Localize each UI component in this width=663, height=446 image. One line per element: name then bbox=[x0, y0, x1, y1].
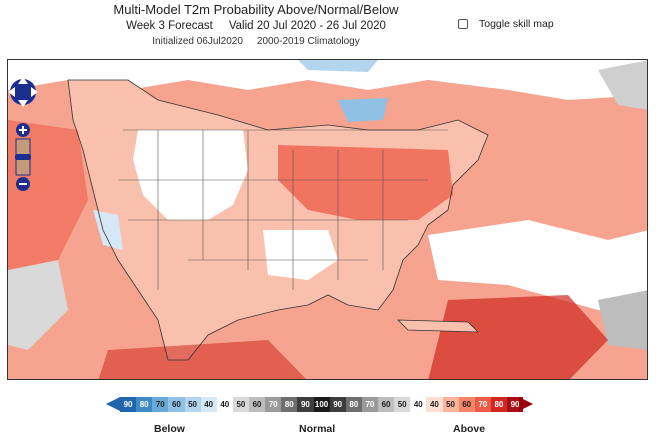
pan-left-icon[interactable] bbox=[9, 87, 15, 97]
lake-below-region bbox=[338, 98, 388, 122]
east-atlantic-normal-region bbox=[598, 290, 647, 350]
coastline bbox=[67, 79, 489, 361]
hudson-below-region bbox=[298, 60, 378, 72]
initialized-label: Initialized 06Jul2020 bbox=[152, 36, 243, 47]
title-block: Multi-Model T2m Probability Above/Normal… bbox=[0, 2, 512, 49]
legend-cell: 50 bbox=[184, 397, 201, 412]
legend-cell: 50 bbox=[394, 397, 411, 412]
mexico-pacific-above-region bbox=[98, 340, 307, 379]
legend-cell: 60 bbox=[168, 397, 185, 412]
legend-cells: 90 80 70 60 50 40 40 50 60 70 80 90 100 90 80 70 60 50 40 4… bbox=[120, 397, 524, 412]
legend-cell: 40 bbox=[410, 397, 427, 412]
northern-normal-region bbox=[8, 60, 647, 100]
pacific-normal-region bbox=[8, 260, 68, 350]
legend-cell: 60 bbox=[378, 397, 395, 412]
legend-cell: 40 bbox=[426, 397, 443, 412]
climatology-label: 2000-2019 Climatology bbox=[256, 36, 360, 47]
pan-down-icon[interactable] bbox=[18, 100, 28, 107]
pan-ring bbox=[10, 79, 36, 105]
legend-cell: 70 bbox=[361, 397, 378, 412]
legend-cell: 70 bbox=[474, 397, 491, 412]
caribbean-above-region bbox=[428, 295, 608, 379]
legend-cell: 90 bbox=[297, 397, 314, 412]
zoom-slider-handle[interactable] bbox=[15, 154, 31, 160]
zoom-control[interactable] bbox=[15, 123, 31, 191]
zoom-in-icon[interactable] bbox=[19, 126, 27, 134]
pan-right-icon[interactable] bbox=[31, 87, 37, 97]
legend-cell: 40 bbox=[200, 397, 217, 412]
color-legend: 90 80 70 60 50 40 40 50 60 70 80 90 100 90 80 70 60 50 40 4… bbox=[106, 397, 533, 412]
forecast-week-label: Week 3 Forecast bbox=[126, 20, 213, 32]
normal-label: Normal bbox=[299, 423, 336, 435]
legend-cell: 90 bbox=[329, 397, 346, 412]
legend-cell: 80 bbox=[345, 397, 362, 412]
southern-us-normal-region bbox=[263, 230, 338, 280]
legend-cell: 80 bbox=[490, 397, 507, 412]
pan-control[interactable] bbox=[9, 77, 37, 107]
legend-cell: 40 bbox=[216, 397, 233, 412]
legend-cell: 50 bbox=[232, 397, 249, 412]
legend-cell: 80 bbox=[136, 397, 153, 412]
legend-cell: 60 bbox=[249, 397, 266, 412]
legend-cell: 50 bbox=[442, 397, 459, 412]
toggle-skill-map-checkbox[interactable] bbox=[458, 19, 468, 29]
valid-dates-label: Valid 20 Jul 2020 - 26 Jul 2020 bbox=[228, 20, 386, 32]
pan-up-icon[interactable] bbox=[18, 77, 28, 84]
great-lakes-above-region bbox=[278, 145, 453, 220]
western-us-normal-region bbox=[133, 130, 248, 220]
legend-cell: 70 bbox=[265, 397, 282, 412]
map-title: Multi-Model T2m Probability Above/Normal… bbox=[113, 2, 399, 17]
legend-cell: 90 bbox=[120, 397, 137, 412]
legend-cell: 70 bbox=[152, 397, 169, 412]
atlantic-normal-region bbox=[428, 220, 647, 320]
cuba-island bbox=[397, 319, 479, 333]
toggle-skill-map-label: Toggle skill map bbox=[479, 18, 554, 30]
legend-right-arrow bbox=[519, 397, 533, 411]
legend-cell: 60 bbox=[458, 397, 475, 412]
map-navigation-control[interactable] bbox=[9, 75, 37, 195]
forecast-info: Initialized 06Jul2020 2000-2019 Climatolo… bbox=[0, 34, 512, 49]
arctic-normal-region bbox=[598, 60, 647, 110]
map-canvas[interactable] bbox=[8, 60, 648, 380]
above-label: Above bbox=[453, 423, 486, 435]
legend-cell: 80 bbox=[281, 397, 298, 412]
below-label: Below bbox=[154, 423, 185, 435]
toggle-skill-map[interactable]: Toggle skill map bbox=[458, 18, 554, 30]
forecast-map[interactable] bbox=[7, 59, 648, 380]
legend-cell: 100 bbox=[313, 397, 330, 412]
forecast-subtitle: Week 3 Forecast Valid 20 Jul 2020 - 26 Ju… bbox=[0, 18, 512, 34]
legend-left-arrow bbox=[106, 397, 120, 411]
